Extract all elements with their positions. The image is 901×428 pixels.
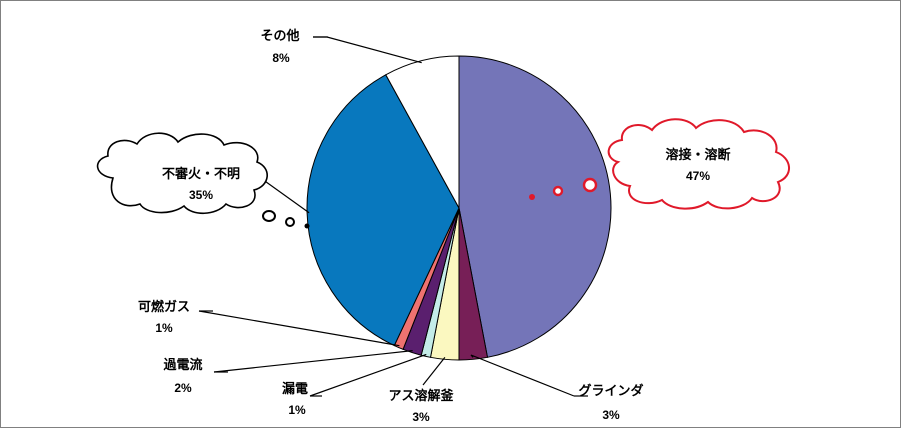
cloud-callout-welding [529, 118, 790, 210]
leader-line-asphalt [422, 356, 446, 386]
leader-line-other [313, 36, 422, 64]
pie-slices [306, 55, 612, 361]
slice-value-welding: 47% [686, 169, 710, 183]
leader-line-fire [261, 178, 310, 214]
leader-line-leakage [309, 353, 427, 397]
label-leakage: 漏電 1% [282, 381, 308, 417]
pie-slice-fire [306, 74, 460, 347]
label-gas: 可燃ガス 1% [138, 299, 190, 335]
slice-label-asphalt: アス溶解釜 [388, 388, 454, 403]
slice-value-asphalt: 3% [412, 410, 430, 424]
slice-value-leakage: 1% [288, 403, 306, 417]
leader-lines [198, 36, 588, 397]
label-asphalt: アス溶解釜 3% [388, 388, 454, 424]
slice-labels: 溶接・溶断 47% グラインダ 3% アス溶解釜 3% 漏電 1% 過電流 2%… [138, 28, 731, 424]
leader-line-gas [198, 310, 400, 347]
pie-slice-welding [458, 55, 612, 358]
label-other: その他 8% [260, 28, 299, 65]
leader-line-grinder [470, 354, 575, 397]
label-grinder: グラインダ 3% [578, 383, 643, 422]
leader-line-overcurrent [213, 350, 413, 373]
label-overcurrent: 過電流 2% [162, 357, 202, 395]
slice-value-gas: 1% [155, 321, 173, 335]
slice-label-gas: 可燃ガス [138, 299, 190, 314]
slice-value-grinder: 3% [602, 408, 620, 422]
cloud-callout-fire [96, 132, 310, 229]
label-fire: 不審火・不明 35% [162, 166, 240, 202]
slice-value-overcurrent: 2% [174, 381, 192, 395]
slice-label-overcurrent: 過電流 [162, 357, 202, 372]
slice-label-welding: 溶接・溶断 [665, 147, 730, 162]
slice-label-leakage: 漏電 [282, 381, 308, 396]
pie-slice-other [385, 55, 460, 209]
slice-value-fire: 35% [189, 188, 213, 202]
label-welding: 溶接・溶断 47% [665, 147, 730, 183]
slice-label-grinder: グラインダ [578, 383, 643, 398]
slice-value-other: 8% [272, 51, 290, 65]
slice-label-other: その他 [260, 28, 299, 43]
slice-label-fire: 不審火・不明 [162, 166, 240, 181]
